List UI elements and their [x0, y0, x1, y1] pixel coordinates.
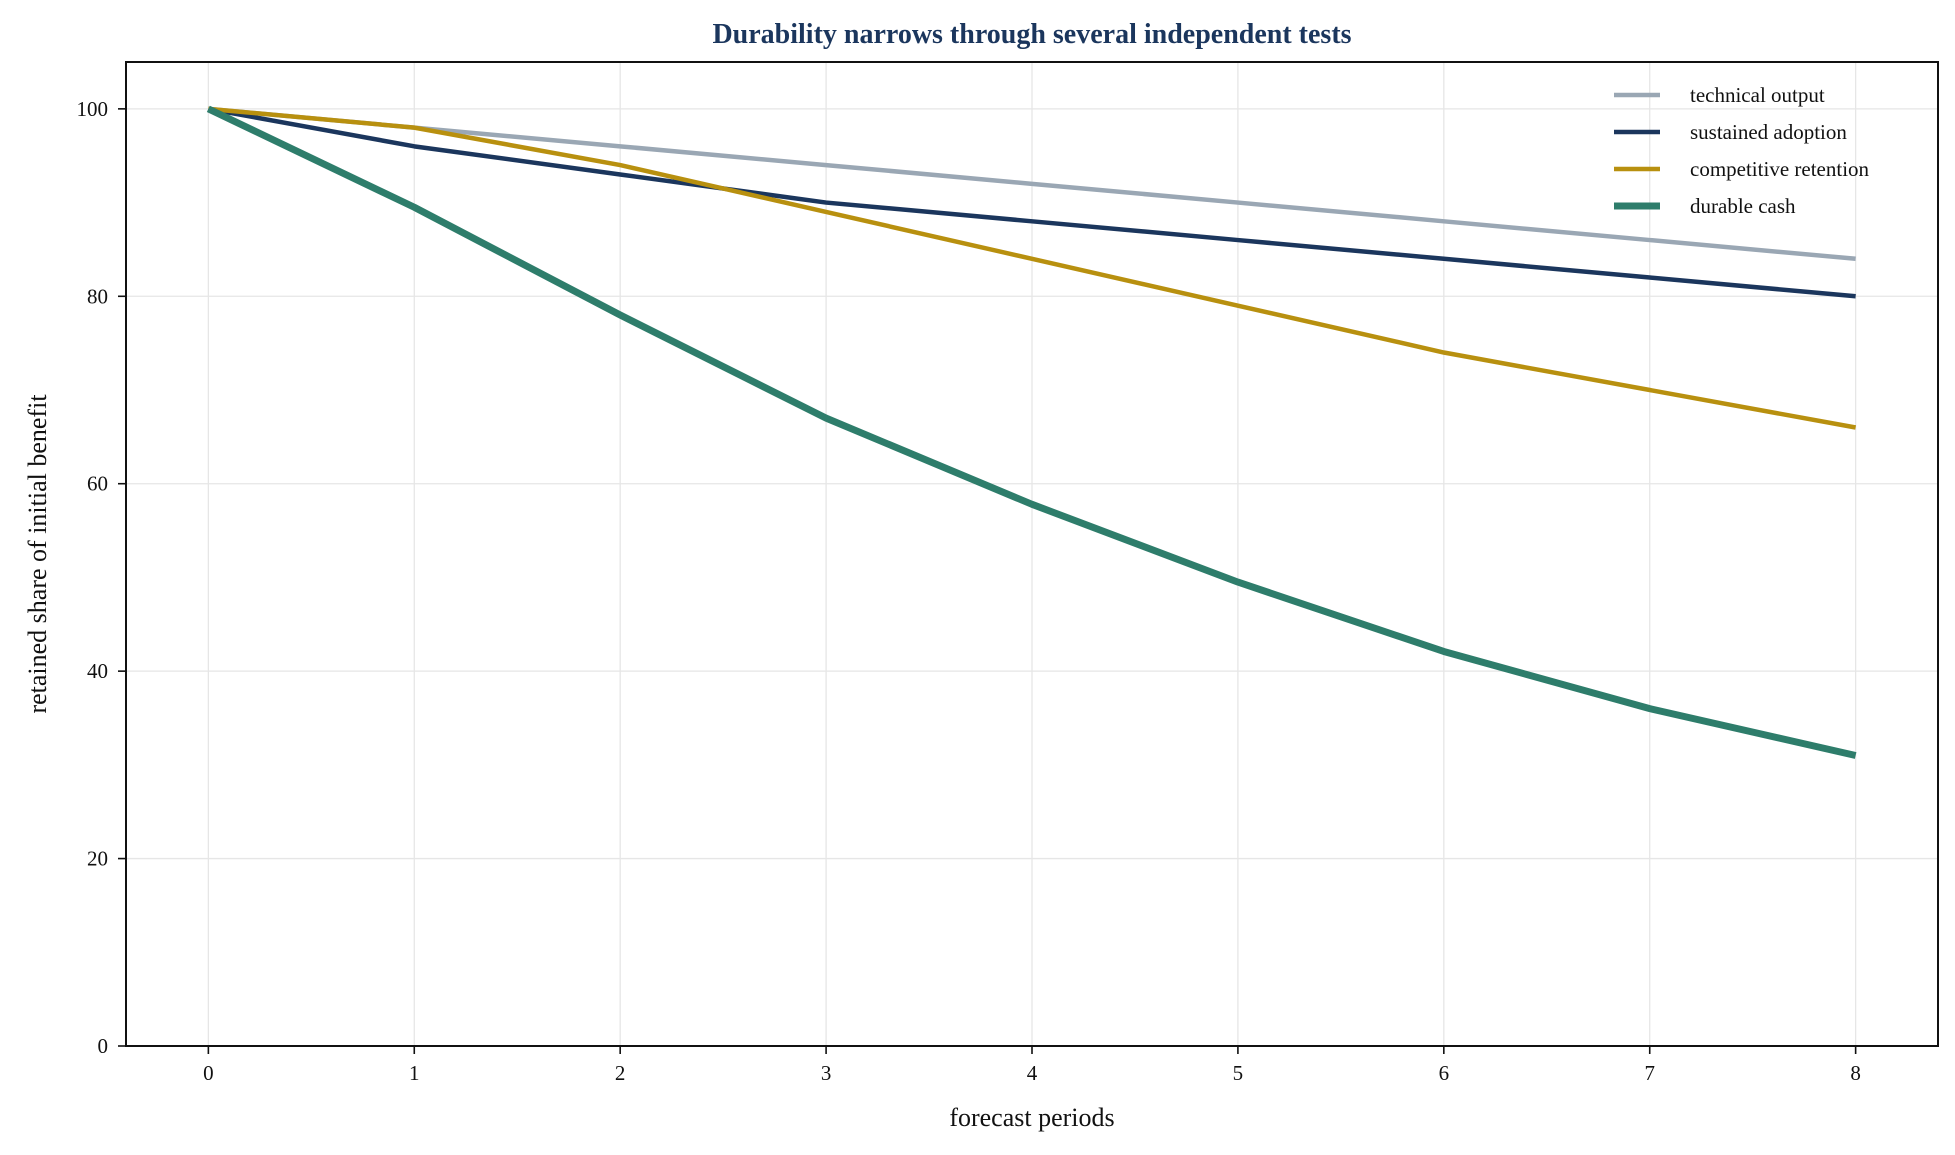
series-line-durable-cash [206, 105, 1857, 759]
x-tick-label: 7 [1644, 1061, 1655, 1085]
legend-label: sustained adoption [1690, 120, 1847, 144]
series-line-competitive-retention [208, 106, 1857, 430]
chart-title: Durability narrows through several indep… [712, 19, 1351, 50]
legend: technical output sustained adoption compet… [1614, 83, 1870, 218]
x-tick-label: 4 [1027, 1061, 1038, 1085]
series-line-technical-output [208, 106, 1856, 262]
legend-label: technical output [1690, 83, 1825, 107]
x-axis-label: forecast periods [949, 1103, 1114, 1132]
y-tick-label: 20 [87, 847, 108, 871]
legend-label: competitive retention [1690, 157, 1870, 181]
y-tick-label: 60 [87, 472, 108, 496]
grid-layer [126, 62, 1938, 1047]
series-line-sustained-adoption [207, 106, 1856, 299]
x-tick-label: 6 [1439, 1061, 1450, 1085]
y-tick-label: 40 [87, 659, 108, 683]
x-tick-label: 3 [821, 1061, 832, 1085]
legend-label: durable cash [1690, 194, 1796, 218]
y-axis-label: retained share of initial benefit [23, 394, 52, 714]
x-tick-label: 2 [615, 1061, 626, 1085]
x-axis-ticks: 0 1 2 3 4 5 6 7 8 [203, 1046, 1861, 1085]
x-tick-label: 0 [203, 1061, 214, 1085]
y-tick-label: 0 [98, 1034, 109, 1058]
x-tick-label: 5 [1233, 1061, 1244, 1085]
y-axis-ticks: 0 20 40 60 80 100 [77, 97, 126, 1058]
series-layer [206, 105, 1857, 759]
x-tick-label: 1 [409, 1061, 420, 1085]
y-tick-label: 80 [87, 284, 108, 308]
y-tick-label: 100 [77, 97, 109, 121]
x-tick-label: 8 [1850, 1061, 1861, 1085]
